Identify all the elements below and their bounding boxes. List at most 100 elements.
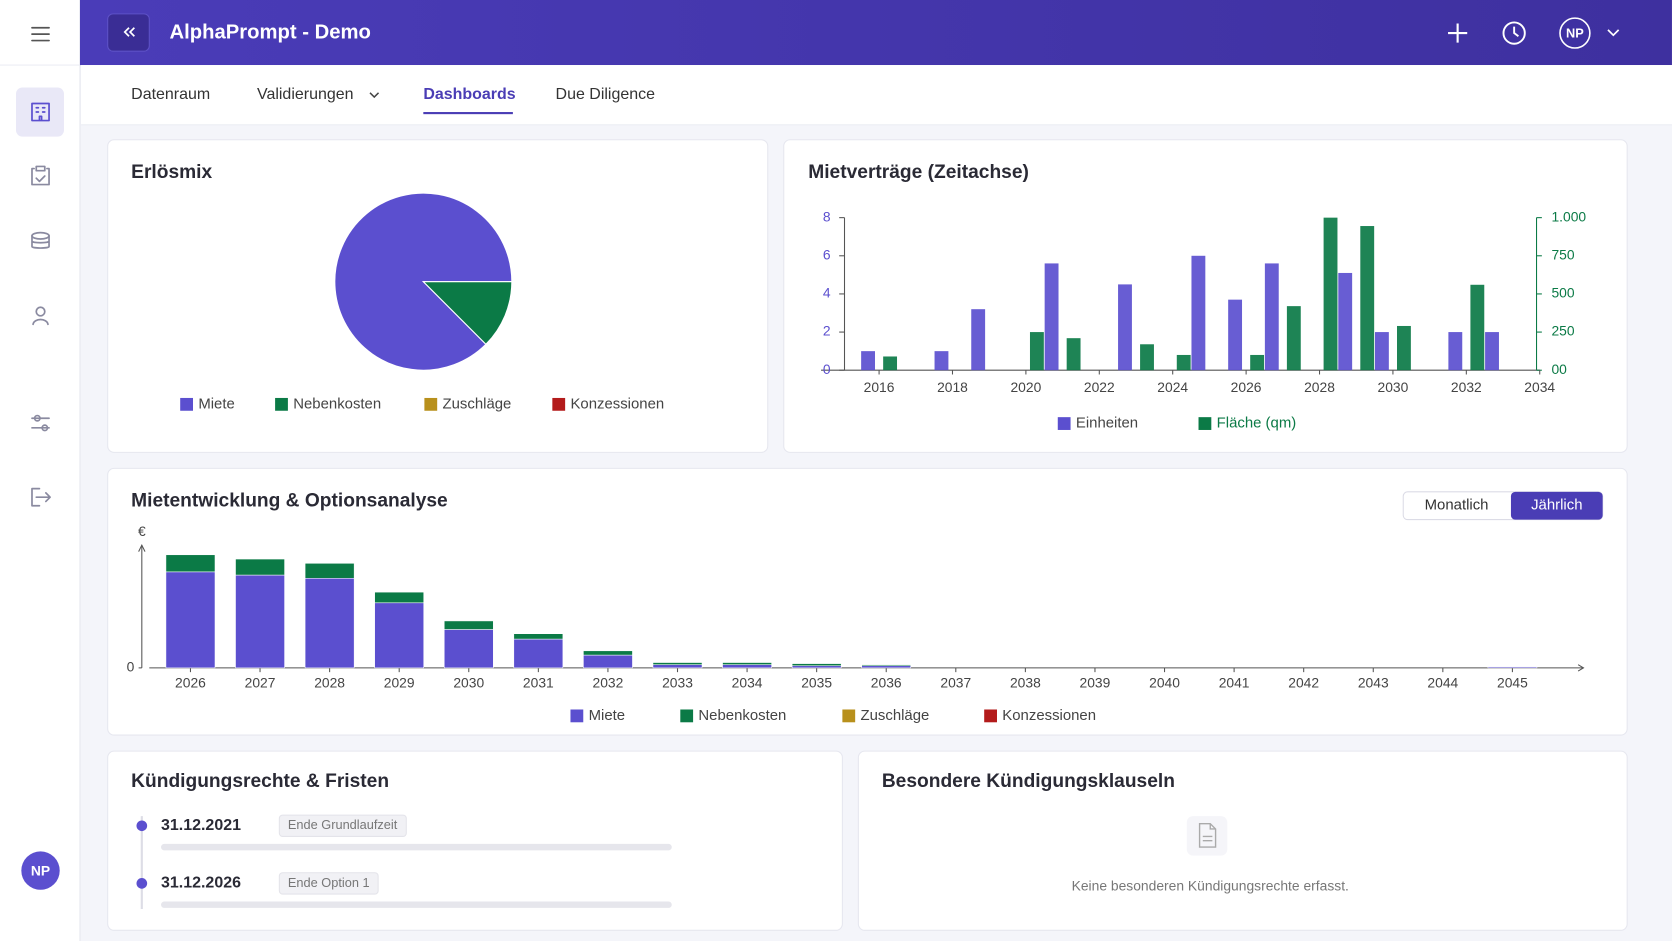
tab[interactable]: Datenraum	[131, 86, 210, 103]
legend-swatch	[1057, 417, 1071, 430]
x-axis-arrow	[1577, 664, 1585, 672]
bar-segment	[722, 662, 772, 665]
y2-tick-label: 500	[1551, 285, 1574, 301]
x-tick-label: 2041	[1219, 675, 1250, 691]
bar	[1029, 332, 1044, 371]
y2-tick-label: 1.000	[1551, 208, 1586, 224]
legend-swatch	[552, 397, 566, 411]
bar	[1250, 354, 1265, 371]
y-tick-label: 0	[823, 361, 831, 377]
nav-dashboard[interactable]	[31, 102, 50, 122]
y-tick-label: 6	[823, 246, 831, 262]
bar-segment	[583, 654, 633, 669]
tab-active[interactable]: Dashboards	[423, 86, 515, 103]
bar-segment	[443, 629, 494, 669]
x-tick-label: 2037	[940, 675, 971, 691]
bar-segment	[861, 665, 912, 669]
avatar-circle	[21, 851, 60, 890]
nav-user[interactable]	[32, 306, 49, 326]
timeline-dot	[136, 878, 148, 889]
nav-logout[interactable]	[31, 487, 51, 507]
bar-segment	[652, 664, 703, 669]
nav-settings[interactable]	[31, 414, 50, 432]
legend-swatch	[984, 709, 997, 723]
bar-segment	[235, 574, 285, 669]
bar-segment	[443, 620, 494, 630]
x-tick-label: 2035	[801, 675, 832, 691]
legend-label: Zuschläge	[861, 707, 930, 724]
bar-segment	[722, 664, 772, 669]
x-tick-label: 2045	[1497, 675, 1528, 691]
pie-slice	[422, 281, 513, 346]
header	[79, 0, 1672, 66]
bar	[1191, 255, 1206, 371]
bar	[1140, 344, 1154, 371]
x-tick-label: 2020	[1010, 379, 1041, 395]
legend-swatch	[680, 709, 694, 723]
empty-icon	[1198, 822, 1217, 848]
nav-active-bg	[15, 87, 64, 137]
toggle-monthly[interactable]: Monatlich	[1425, 497, 1489, 514]
timeline-dot	[136, 820, 148, 832]
x-tick-label: 2016	[864, 379, 895, 395]
tab-bar	[81, 65, 1672, 125]
legend-swatch	[275, 397, 288, 411]
x-tick-label: 2026	[1231, 379, 1262, 395]
bar	[1485, 332, 1499, 371]
bar	[1286, 306, 1301, 371]
deadline-tag-bg	[278, 872, 379, 895]
x-tick-label: 2028	[1304, 379, 1335, 395]
legend-label: Konzessionen	[570, 395, 664, 412]
bar-segment	[791, 663, 842, 667]
toggle-yearly[interactable]: Jährlich	[1531, 497, 1582, 514]
nav-database[interactable]	[31, 231, 50, 249]
deadline-progress-track	[161, 843, 672, 851]
legend-label: Nebenkosten	[293, 395, 381, 412]
bar-segment	[165, 571, 216, 669]
nav-tasks[interactable]	[31, 165, 50, 186]
x-tick-label: 2030	[453, 675, 484, 691]
x-tick-label: 2042	[1288, 675, 1319, 691]
app-title: AlphaPrompt - Demo	[170, 21, 371, 43]
bar	[971, 309, 986, 371]
bar	[934, 351, 949, 371]
x-tick-label: 2034	[1524, 379, 1555, 395]
y-axis-arrow	[138, 543, 146, 552]
add-button[interactable]	[1448, 23, 1468, 43]
history-button[interactable]	[1502, 21, 1526, 45]
bar-segment	[374, 602, 424, 669]
menu-button[interactable]	[31, 26, 50, 42]
user-menu[interactable]: NP	[1559, 17, 1620, 49]
sidebar	[0, 0, 80, 941]
x-tick-label: 2024	[1157, 379, 1188, 395]
x-tick-label: 2022	[1084, 379, 1115, 395]
bar-segment	[374, 591, 424, 604]
y2-tick-label: 00	[1551, 361, 1567, 377]
collapse-button[interactable]	[107, 13, 150, 52]
bar-segment	[583, 650, 633, 656]
x-tick-label: 2030	[1378, 379, 1409, 395]
sidebar-avatar[interactable]: NP	[21, 851, 60, 890]
deadline-date: 31.12.2021	[161, 817, 241, 834]
bar-segment	[165, 554, 216, 573]
bar	[1397, 325, 1411, 371]
x-tick-label: 2028	[314, 675, 345, 691]
tab[interactable]: Due Diligence	[556, 86, 656, 103]
x-tick-label: 2032	[1451, 379, 1482, 395]
bar	[1470, 284, 1485, 371]
legend-label: Konzessionen	[1002, 707, 1096, 724]
legend-swatch	[570, 709, 584, 723]
tab[interactable]: Validierungen	[257, 86, 354, 103]
y-tick-label: 0	[127, 659, 135, 675]
x-tick-label: 2029	[384, 675, 415, 691]
bar	[1374, 332, 1389, 371]
card-title: Kündigungsrechte & Fristen	[131, 771, 389, 792]
x-tick-label: 2031	[523, 675, 554, 691]
card-title: Besondere Kündigungsklauseln	[882, 771, 1175, 792]
user-initials: NP	[1566, 26, 1584, 41]
legend-swatch	[1198, 417, 1212, 430]
bar	[1044, 263, 1059, 371]
tab-dropdown-icon	[369, 92, 380, 99]
bar	[1338, 272, 1353, 371]
